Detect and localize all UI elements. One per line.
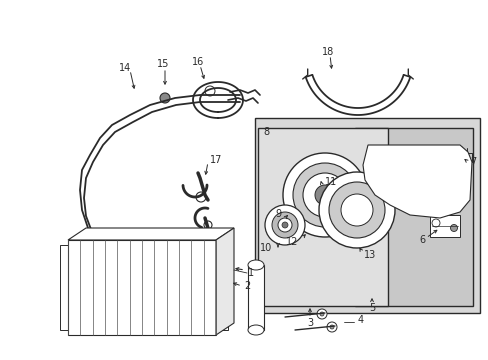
Circle shape — [449, 195, 459, 205]
Ellipse shape — [247, 325, 264, 335]
Circle shape — [76, 328, 80, 332]
Ellipse shape — [247, 260, 264, 270]
Text: 11: 11 — [325, 177, 337, 187]
Bar — [254, 118, 479, 313]
Text: 18: 18 — [321, 47, 333, 57]
Circle shape — [328, 182, 384, 238]
Circle shape — [318, 172, 394, 248]
Circle shape — [329, 325, 333, 329]
Circle shape — [314, 185, 334, 205]
Text: 10: 10 — [259, 243, 271, 253]
Circle shape — [390, 174, 398, 182]
Circle shape — [376, 160, 412, 196]
Polygon shape — [68, 240, 216, 335]
Circle shape — [303, 173, 346, 217]
Circle shape — [326, 322, 336, 332]
Circle shape — [278, 218, 291, 232]
Text: 6: 6 — [418, 235, 424, 245]
Circle shape — [449, 225, 457, 231]
Text: 3: 3 — [306, 318, 312, 328]
Circle shape — [196, 192, 205, 202]
Text: 15: 15 — [157, 59, 169, 69]
Circle shape — [292, 163, 356, 227]
Text: 12: 12 — [285, 237, 297, 247]
Bar — [60, 245, 70, 330]
Text: 17: 17 — [209, 155, 222, 165]
Text: 7: 7 — [469, 157, 475, 167]
Bar — [258, 128, 387, 306]
Bar — [429, 215, 459, 237]
Circle shape — [283, 153, 366, 237]
Circle shape — [264, 205, 305, 245]
Text: 5: 5 — [368, 303, 374, 313]
Text: 2: 2 — [244, 281, 250, 291]
Circle shape — [431, 219, 439, 227]
Circle shape — [282, 222, 287, 228]
Bar — [247, 265, 264, 330]
Text: 1: 1 — [247, 268, 254, 278]
Circle shape — [384, 168, 404, 188]
Circle shape — [160, 93, 170, 103]
Circle shape — [445, 151, 453, 159]
Circle shape — [316, 309, 326, 319]
Circle shape — [366, 150, 422, 206]
Circle shape — [271, 212, 297, 238]
Circle shape — [340, 194, 372, 226]
Text: 9: 9 — [275, 209, 282, 219]
Bar — [218, 245, 227, 330]
Text: 16: 16 — [191, 57, 203, 67]
Polygon shape — [216, 228, 234, 335]
Circle shape — [203, 221, 212, 229]
Text: 8: 8 — [263, 127, 268, 137]
Text: 4: 4 — [357, 315, 364, 325]
Bar — [354, 128, 472, 306]
Text: 14: 14 — [119, 63, 131, 73]
Circle shape — [73, 325, 83, 335]
Text: 13: 13 — [363, 250, 375, 260]
Circle shape — [363, 159, 375, 171]
Circle shape — [319, 312, 324, 316]
Circle shape — [441, 147, 457, 163]
Circle shape — [204, 86, 215, 96]
Polygon shape — [68, 228, 234, 240]
Polygon shape — [362, 145, 471, 218]
